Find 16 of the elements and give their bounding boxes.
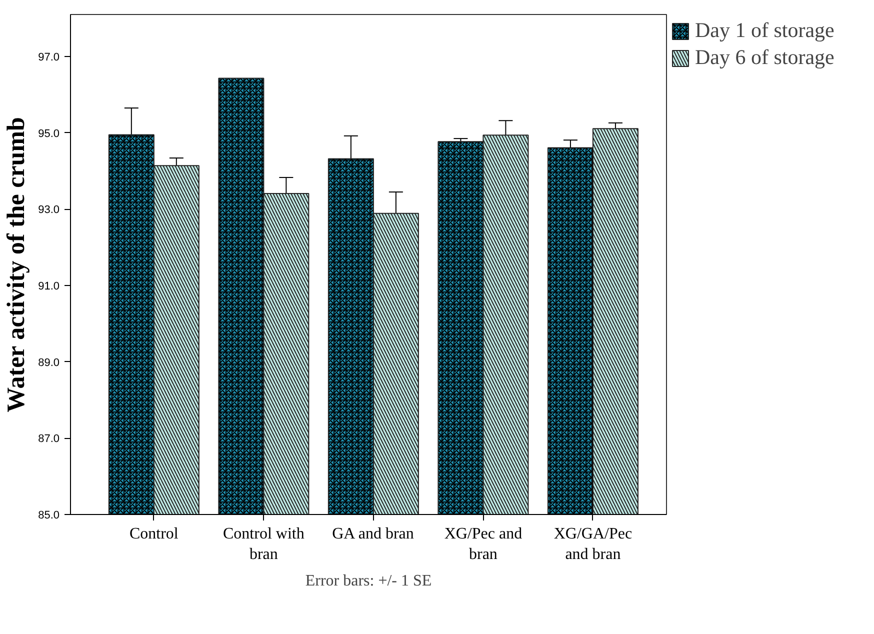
y-tick-label: 87.0 bbox=[38, 433, 60, 446]
y-tick-label: 85.0 bbox=[38, 510, 60, 522]
y-tick-label: 93.0 bbox=[38, 204, 60, 216]
x-tick-label: Control bbox=[129, 526, 179, 542]
legend-label: Day 6 of storage bbox=[695, 45, 834, 70]
legend-label: Day 1 of storage bbox=[695, 18, 834, 43]
x-tick-label: GA and bran bbox=[332, 526, 414, 542]
x-tick-label: XG/GA/Pec and bran bbox=[554, 526, 632, 563]
y-axis-title: Water activity of the crumb bbox=[3, 117, 30, 412]
text: Error bars: +/- 1 SE bbox=[305, 572, 432, 590]
x-tick-label: Control with bran bbox=[223, 526, 304, 563]
y-tick-label: 91.0 bbox=[38, 280, 60, 292]
y-tick-label: 97.0 bbox=[38, 51, 60, 64]
x-tick-label: XG/Pec and bran bbox=[444, 526, 522, 563]
y-tick-label: 95.0 bbox=[38, 128, 60, 140]
y-tick-label: 89.0 bbox=[38, 356, 60, 369]
